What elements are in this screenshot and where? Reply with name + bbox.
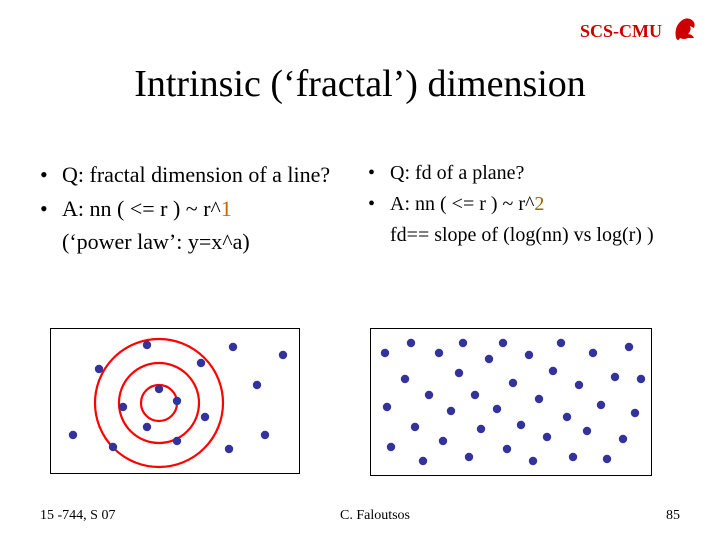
- left-column: •Q: fractal dimension of a line?•A: nn (…: [40, 160, 352, 261]
- data-point: [381, 349, 389, 357]
- header: SCS-CMU: [580, 14, 700, 49]
- data-point: [471, 391, 479, 399]
- right-column: •Q: fd of a plane?•A: nn ( <= r ) ~ r^2f…: [368, 160, 680, 261]
- bullet-dot-icon: •: [368, 191, 390, 218]
- data-point: [611, 373, 619, 381]
- data-point: [197, 359, 205, 367]
- bullet-text: fd== slope of (log(nn) vs log(r) ): [390, 222, 680, 249]
- bullet-dot-icon: •: [40, 194, 62, 224]
- bullet-text: A: nn ( <= r ) ~ r^1: [62, 194, 352, 224]
- data-point: [439, 437, 447, 445]
- data-point: [279, 351, 287, 359]
- bullet-item: fd== slope of (log(nn) vs log(r) ): [368, 222, 680, 249]
- data-point: [477, 425, 485, 433]
- data-point: [261, 431, 269, 439]
- data-point: [465, 453, 473, 461]
- bullet-dot-icon: •: [368, 160, 390, 187]
- data-point: [543, 433, 551, 441]
- data-point: [455, 369, 463, 377]
- dragon-logo-icon: [670, 14, 700, 49]
- data-point: [69, 431, 77, 439]
- plane-fractal-diagram: [370, 328, 652, 476]
- data-point: [143, 341, 151, 349]
- data-point: [517, 421, 525, 429]
- data-point: [503, 445, 511, 453]
- data-point: [525, 351, 533, 359]
- page-number: 85: [666, 508, 680, 524]
- diagrams-row: [50, 328, 670, 476]
- bullet-text: Q: fractal dimension of a line?: [62, 160, 352, 190]
- data-point: [485, 355, 493, 363]
- bullet-item: •A: nn ( <= r ) ~ r^2: [368, 191, 680, 218]
- data-point: [509, 379, 517, 387]
- data-point: [387, 443, 395, 451]
- slide: SCS-CMU Intrinsic (‘fractal’) dimension …: [0, 0, 720, 540]
- slide-title: Intrinsic (‘fractal’) dimension: [0, 62, 720, 106]
- bullet-text: A: nn ( <= r ) ~ r^2: [390, 191, 680, 218]
- data-point: [383, 403, 391, 411]
- bullet-dot-icon: [368, 222, 390, 249]
- bullet-text: Q: fd of a plane?: [390, 160, 680, 187]
- data-point: [425, 391, 433, 399]
- footer: 15 -744, S 07 C. Faloutsos 85: [40, 508, 680, 524]
- data-point: [155, 385, 163, 393]
- concentric-circle: [119, 363, 199, 443]
- data-point: [95, 365, 103, 373]
- data-point: [557, 339, 565, 347]
- data-point: [407, 339, 415, 347]
- data-point: [569, 453, 577, 461]
- bullet-dot-icon: [40, 227, 62, 257]
- data-point: [173, 397, 181, 405]
- data-point: [637, 375, 645, 383]
- data-point: [563, 413, 571, 421]
- data-point: [631, 409, 639, 417]
- bullet-dot-icon: •: [40, 160, 62, 190]
- data-point: [173, 437, 181, 445]
- accent-exponent: 1: [221, 196, 232, 221]
- data-point: [201, 413, 209, 421]
- data-point: [575, 381, 583, 389]
- data-point: [603, 455, 611, 463]
- bullet-item: •A: nn ( <= r ) ~ r^1: [40, 194, 352, 224]
- data-point: [109, 443, 117, 451]
- data-point: [401, 375, 409, 383]
- bullet-item: •Q: fd of a plane?: [368, 160, 680, 187]
- data-point: [435, 349, 443, 357]
- data-point: [535, 395, 543, 403]
- data-point: [625, 343, 633, 351]
- data-point: [493, 405, 501, 413]
- data-point: [229, 343, 237, 351]
- data-point: [447, 407, 455, 415]
- bullet-text: (‘power law’: y=x^a): [62, 227, 352, 257]
- data-point: [411, 423, 419, 431]
- data-point: [119, 403, 127, 411]
- line-fractal-diagram: [50, 328, 300, 474]
- data-point: [253, 381, 261, 389]
- data-point: [619, 435, 627, 443]
- bullet-item: (‘power law’: y=x^a): [40, 227, 352, 257]
- data-point: [589, 349, 597, 357]
- data-point: [459, 339, 467, 347]
- org-label: SCS-CMU: [580, 21, 662, 42]
- data-point: [419, 457, 427, 465]
- data-point: [499, 339, 507, 347]
- data-point: [549, 367, 557, 375]
- accent-exponent: 2: [534, 193, 544, 215]
- author-name: C. Faloutsos: [70, 508, 680, 524]
- data-point: [529, 457, 537, 465]
- data-point: [583, 427, 591, 435]
- content-columns: •Q: fractal dimension of a line?•A: nn (…: [40, 160, 680, 261]
- data-point: [225, 445, 233, 453]
- bullet-item: •Q: fractal dimension of a line?: [40, 160, 352, 190]
- data-point: [143, 423, 151, 431]
- data-point: [597, 401, 605, 409]
